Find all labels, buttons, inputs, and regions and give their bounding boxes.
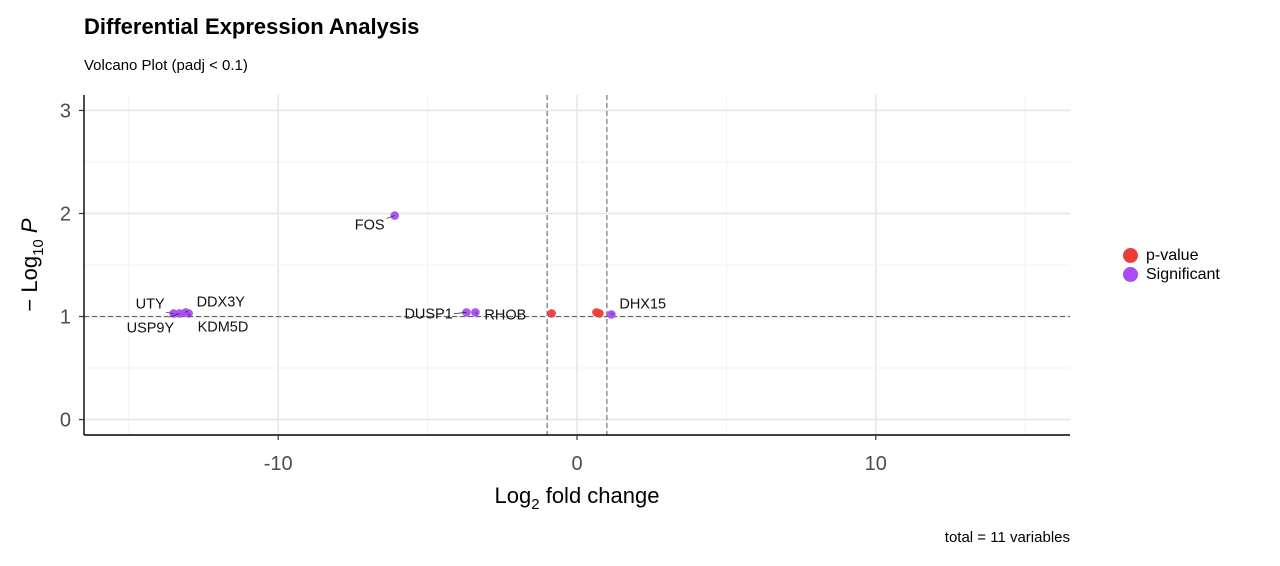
y-tick-label: 0 bbox=[60, 410, 71, 432]
x-tick-label: 0 bbox=[571, 453, 582, 475]
gene-label: DDX3Y bbox=[197, 294, 246, 310]
legend-label-significant: Significant bbox=[1146, 265, 1220, 283]
legend-swatch-significant bbox=[1123, 267, 1138, 282]
label-connector bbox=[611, 312, 614, 315]
gene-label: USP9Y bbox=[127, 320, 175, 336]
chart-caption: total = 11 variables bbox=[944, 529, 1070, 546]
x-axis-title: Log2 fold change bbox=[495, 483, 660, 513]
label-connector bbox=[454, 312, 467, 314]
legend-label-p-value: p-value bbox=[1146, 246, 1199, 264]
label-connector bbox=[386, 215, 395, 219]
label-connector bbox=[168, 313, 180, 318]
label-connector bbox=[475, 312, 478, 315]
y-tick-label: 2 bbox=[60, 203, 71, 225]
legend: p-value Significant bbox=[1120, 246, 1220, 284]
data-point bbox=[595, 309, 604, 318]
data-point bbox=[607, 310, 616, 319]
legend-swatch-p-value bbox=[1123, 248, 1138, 263]
data-point bbox=[547, 309, 556, 318]
label-connector bbox=[188, 313, 191, 318]
y-tick-label: 1 bbox=[60, 307, 71, 329]
y-axis-title: − Log10 P bbox=[17, 218, 47, 311]
gene-label: FOS bbox=[355, 218, 385, 234]
chart-subtitle: Volcano Plot (padj < 0.1) bbox=[84, 57, 248, 74]
legend-item-p-value: p-value bbox=[1120, 246, 1220, 265]
gene-label: KDM5D bbox=[198, 319, 249, 335]
gene-label: UTY bbox=[136, 296, 165, 312]
y-tick-label: 3 bbox=[60, 100, 71, 122]
label-connector bbox=[185, 310, 188, 313]
x-tick-label: -10 bbox=[264, 453, 293, 475]
gene-label: DHX15 bbox=[619, 296, 666, 312]
chart-title: Differential Expression Analysis bbox=[84, 14, 420, 39]
label-connector bbox=[165, 312, 174, 314]
x-tick-label: 10 bbox=[865, 453, 887, 475]
gene-label: DUSP1 bbox=[404, 306, 452, 322]
legend-item-significant: Significant bbox=[1120, 265, 1220, 284]
gene-label: RHOB bbox=[484, 307, 526, 323]
